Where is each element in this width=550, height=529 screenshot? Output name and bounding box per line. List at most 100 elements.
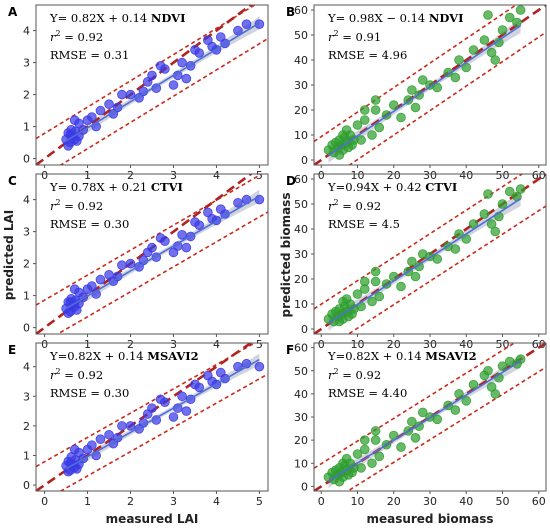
x-tick-label: 30 (423, 338, 437, 351)
equation-label: Y= 0.82X + 0.14 NDVI (49, 11, 185, 25)
data-point (359, 115, 370, 125)
rmse-label: RMSE = 0.31 (50, 48, 129, 62)
data-point (125, 258, 136, 269)
panel-letter: A (8, 5, 18, 19)
data-point (181, 242, 192, 253)
data-point (370, 95, 381, 105)
data-point (497, 199, 508, 209)
x-tick-label: 10 (351, 338, 365, 351)
data-point (177, 57, 187, 68)
y-tick-label: 20 (294, 273, 308, 286)
right-y-axis-title: predicted biomass (279, 193, 293, 318)
x-tick-label: 40 (459, 338, 473, 351)
data-point (515, 354, 526, 364)
y-tick-label: 0 (301, 323, 308, 336)
data-point (147, 403, 157, 413)
plot-area (314, 5, 546, 165)
data-point (125, 89, 136, 100)
x-tick-label: 2 (127, 169, 134, 182)
data-point (483, 10, 493, 20)
data-point (370, 276, 381, 287)
data-point (95, 274, 106, 285)
data-point (352, 120, 363, 130)
x-tick-label: 5 (256, 338, 263, 351)
y-tick-label: 3 (23, 226, 30, 239)
data-point (69, 444, 80, 455)
data-point (504, 12, 515, 23)
y-tick-label: 20 (294, 434, 308, 447)
rmse-label: RMSE = 0.30 (50, 217, 129, 231)
equation-label: Y=0.94X + 0.42 CTVI (327, 180, 457, 194)
upper-bound-line (36, 174, 264, 306)
plot-frame (35, 342, 269, 492)
r2-label: r2 = 0.91 (328, 29, 381, 44)
lower-bound-line (56, 211, 268, 334)
data-point (359, 435, 370, 445)
data-point (117, 421, 127, 431)
data-point (396, 442, 406, 452)
data-point (194, 220, 205, 231)
data-point (125, 421, 136, 431)
data-point (450, 244, 461, 254)
right-x-axis-title: measured biomass (366, 512, 493, 526)
lower-bound-line (59, 373, 268, 491)
y-tick-label: 50 (294, 29, 308, 42)
data-point (410, 102, 421, 113)
panel-letter: F (286, 343, 294, 357)
data-point (410, 433, 421, 443)
data-point (63, 466, 74, 477)
data-point (479, 209, 490, 219)
fit-line (328, 198, 522, 324)
data-point (479, 35, 490, 45)
fit-line (65, 195, 260, 310)
plot-area (314, 174, 546, 334)
data-point (388, 100, 399, 110)
data-point (450, 72, 461, 83)
x-tick-label: 4 (213, 495, 220, 508)
data-point (233, 25, 243, 36)
data-point (512, 17, 522, 28)
data-point (515, 184, 526, 194)
data-point (468, 379, 479, 390)
fit-line (328, 24, 522, 157)
rmse-label: RMSE = 4.40 (328, 386, 407, 400)
plot-area (36, 343, 268, 491)
y-tick-label: 30 (294, 411, 308, 424)
y-tick-label: 0 (23, 479, 30, 492)
data-point (95, 434, 106, 445)
x-tick-label: 50 (496, 338, 510, 351)
r2-label: r2 = 0.92 (50, 29, 103, 44)
x-tick-label: 3 (170, 495, 177, 508)
x-tick-label: 3 (170, 338, 177, 351)
x-tick-label: 4 (213, 338, 220, 351)
y-tick-label: 0 (301, 480, 308, 493)
y-tick-label: 0 (23, 153, 30, 166)
data-point (155, 394, 166, 405)
upper-bound-line (314, 5, 518, 143)
data-point (87, 440, 97, 450)
data-point (490, 226, 501, 237)
data-point (468, 45, 479, 55)
y-tick-label: 3 (23, 390, 30, 403)
lower-bound-line (348, 31, 546, 165)
data-point (370, 426, 381, 436)
fit-line (65, 22, 260, 142)
data-point (341, 294, 352, 304)
data-point (367, 296, 377, 307)
plot-frame (35, 173, 269, 335)
data-point (367, 458, 377, 469)
x-tick-label: 1 (84, 338, 91, 351)
y-tick-label: 0 (301, 154, 308, 167)
data-point (341, 125, 352, 135)
data-point (417, 75, 428, 85)
y-tick-label: 2 (23, 420, 30, 433)
data-point (104, 99, 114, 109)
data-point (117, 89, 127, 100)
data-point (356, 135, 366, 145)
data-point (407, 85, 417, 95)
data-point (168, 80, 179, 90)
panel-letter: E (8, 343, 16, 357)
data-point (370, 105, 381, 115)
data-point (241, 19, 252, 30)
